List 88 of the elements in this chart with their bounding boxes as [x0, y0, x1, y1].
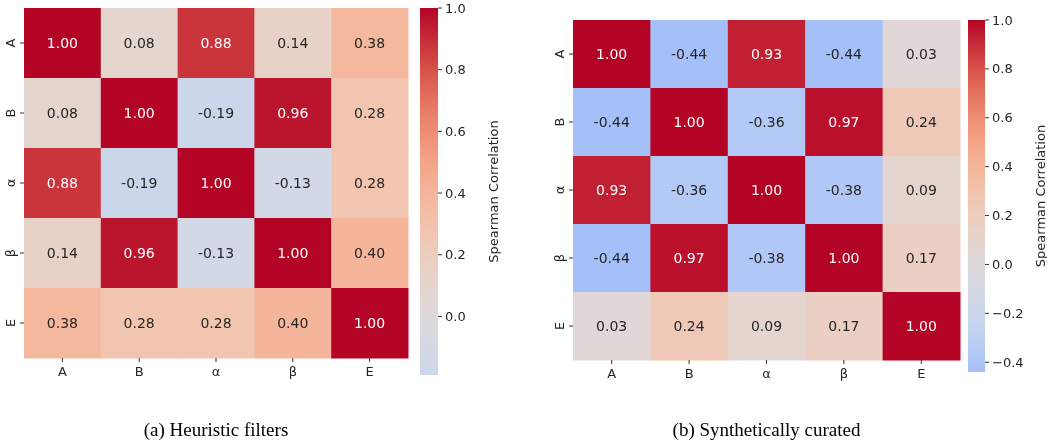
color-bar-label: 0.2 [445, 247, 466, 263]
y-tick-label: E [552, 321, 567, 331]
y-tick-label: α [3, 178, 18, 188]
x-tick-label: A [57, 364, 67, 379]
data-label: -0.44 [593, 113, 630, 130]
color-bar-label: −0.2 [992, 305, 1024, 321]
data-label: -0.36 [670, 181, 708, 198]
data-label: 1.00 [828, 249, 860, 266]
data-label: 0.96 [123, 244, 155, 261]
data-label: 0.09 [905, 181, 937, 198]
x-tick-label: B [134, 364, 144, 379]
color-bar-label: 1.0 [992, 12, 1013, 28]
color-bar-label: 0.4 [992, 159, 1013, 175]
color-bar-label: −0.4 [992, 354, 1024, 370]
color-bar-label: 0.0 [992, 256, 1013, 272]
text: (b) Synthetically curated [672, 419, 861, 441]
data-label: 0.40 [277, 314, 309, 331]
x-tick-label: A [607, 366, 617, 381]
data-label: -0.38 [825, 181, 863, 198]
x-tick-label: E [365, 364, 374, 379]
data-label: -0.19 [121, 174, 158, 191]
color-bar-title: Spearman Correlation [1033, 124, 1047, 268]
y-tick-label: B [552, 117, 567, 127]
y-tick-label: α [552, 185, 567, 195]
data-label: 0.14 [277, 34, 309, 51]
color-bar-label: 0.6 [992, 110, 1013, 126]
data-label: 0.38 [46, 314, 78, 331]
color-bar-label: 0.8 [445, 62, 466, 78]
x-tick-label: β [839, 366, 849, 381]
data-label: -0.44 [825, 45, 863, 62]
color-bar-label: 0.2 [992, 208, 1013, 224]
data-label: 0.14 [46, 244, 79, 261]
data-label: 0.97 [673, 249, 705, 266]
data-label: 1.00 [354, 314, 386, 331]
data-label: 1.00 [905, 317, 937, 334]
y-tick-label: E [3, 318, 18, 328]
data-label: 1.00 [123, 104, 155, 121]
data-label: 0.88 [200, 34, 232, 51]
data-label: 0.38 [354, 34, 386, 51]
data-label: 0.93 [750, 45, 783, 62]
y-tick-label: B [3, 108, 18, 118]
data-label: -0.44 [593, 249, 630, 266]
y-tick-label: A [3, 38, 18, 48]
data-label: 1.00 [750, 181, 783, 198]
data-label: 0.28 [354, 174, 386, 191]
data-label: 0.97 [828, 113, 860, 130]
data-label: 0.28 [200, 314, 232, 331]
color-bar-label: 0.0 [445, 308, 466, 324]
data-label: 1.00 [596, 45, 628, 62]
data-label: 0.24 [673, 317, 705, 334]
x-tick-label: E [917, 366, 926, 381]
x-tick-label: β [288, 364, 297, 379]
data-label: 0.17 [828, 317, 860, 334]
color-bar-label: 0.8 [992, 61, 1013, 77]
data-label: 0.03 [905, 45, 937, 62]
data-label: 1.00 [46, 34, 78, 51]
data-label: -0.19 [197, 104, 235, 121]
data-label: -0.36 [748, 113, 785, 130]
data-label: 0.24 [905, 113, 937, 130]
x-tick-label: α [762, 366, 771, 381]
data-label: 0.28 [123, 314, 155, 331]
x-tick-label: α [211, 364, 221, 379]
data-label: 1.00 [673, 113, 705, 130]
data-label: 0.88 [46, 174, 78, 191]
y-tick-label: β [3, 248, 18, 258]
data-label: 0.17 [905, 249, 937, 266]
data-label: -0.44 [670, 45, 708, 62]
color-bar-title: Spearman Correlation [486, 120, 501, 263]
data-label: -0.13 [274, 174, 311, 191]
data-label: 0.96 [277, 104, 309, 121]
color-bar-label: 1.0 [445, 0, 466, 16]
data-label: 0.08 [123, 34, 155, 51]
color-bar-label: 0.4 [445, 185, 466, 201]
data-label: 0.28 [354, 104, 386, 121]
data-label: 0.08 [46, 104, 78, 121]
data-label: -0.13 [197, 244, 235, 261]
data-label: 1.00 [200, 174, 232, 191]
text: (a) Heuristic filters [143, 419, 289, 441]
y-tick-label: β [552, 253, 567, 263]
color-bar-label: 0.6 [445, 123, 466, 139]
x-tick-label: B [684, 366, 694, 381]
data-label: 0.03 [596, 317, 628, 334]
y-tick-label: A [552, 49, 567, 59]
data-label: -0.38 [748, 249, 785, 266]
data-label: 0.40 [354, 244, 386, 261]
data-label: 1.00 [277, 244, 309, 261]
data-label: 0.93 [596, 181, 628, 198]
data-label: 0.09 [750, 317, 783, 334]
